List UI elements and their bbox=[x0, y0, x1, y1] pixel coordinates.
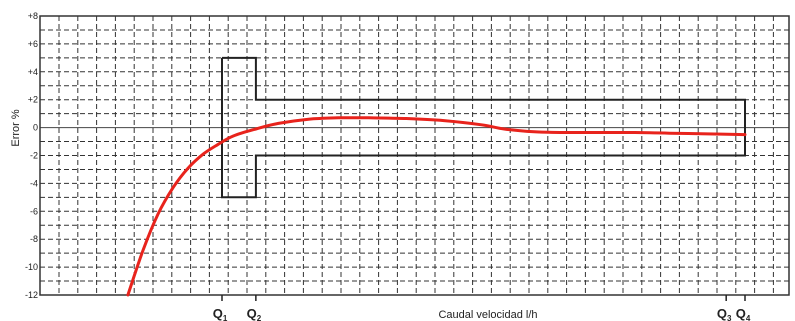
x-axis-label: Caudal velocidad l/h bbox=[438, 309, 537, 321]
y-tick-label: -2 bbox=[30, 151, 38, 161]
error-curve-line bbox=[126, 116, 747, 297]
tolerance-envelope-line bbox=[221, 56, 746, 199]
flow-marker: Q4 bbox=[736, 306, 751, 321]
y-tick-label: 0 bbox=[33, 123, 38, 133]
y-tick-label: +2 bbox=[28, 95, 38, 105]
plot-frame bbox=[39, 15, 790, 296]
tolerance-envelope bbox=[221, 56, 746, 199]
y-axis-ticks: +8 +6 +4 +2 0 -2 -4 -6 -8 -10 -12 bbox=[25, 11, 38, 300]
flow-marker-subscript: 2 bbox=[257, 314, 262, 321]
flow-marker-subscript: 3 bbox=[727, 314, 732, 321]
flow-marker-label: Q3 bbox=[717, 306, 732, 321]
y-tick-label: +6 bbox=[28, 39, 38, 49]
y-tick-label: -8 bbox=[30, 234, 38, 244]
flow-marker-label: Q1 bbox=[213, 306, 228, 321]
flow-marker: Q3 bbox=[717, 306, 732, 321]
flow-marker: Q1 bbox=[213, 306, 228, 321]
y-tick-label: +4 bbox=[28, 67, 38, 77]
y-tick-label: +8 bbox=[28, 11, 38, 21]
y-tick-label: -4 bbox=[30, 178, 38, 188]
y-tick-label: -10 bbox=[25, 262, 38, 272]
flow-marker-label: Q4 bbox=[736, 306, 751, 321]
series-layer bbox=[126, 116, 747, 297]
y-axis-label: Error % bbox=[10, 109, 22, 147]
y-tick-label: -12 bbox=[25, 290, 38, 300]
flow-marker-subscript: 1 bbox=[223, 314, 228, 321]
plot-border bbox=[39, 15, 790, 296]
flow-marker: Q2 bbox=[247, 306, 262, 321]
flow-marker-subscript: 4 bbox=[746, 314, 751, 321]
y-tick-label: -6 bbox=[30, 206, 38, 216]
flow-marker-label: Q2 bbox=[247, 306, 262, 321]
